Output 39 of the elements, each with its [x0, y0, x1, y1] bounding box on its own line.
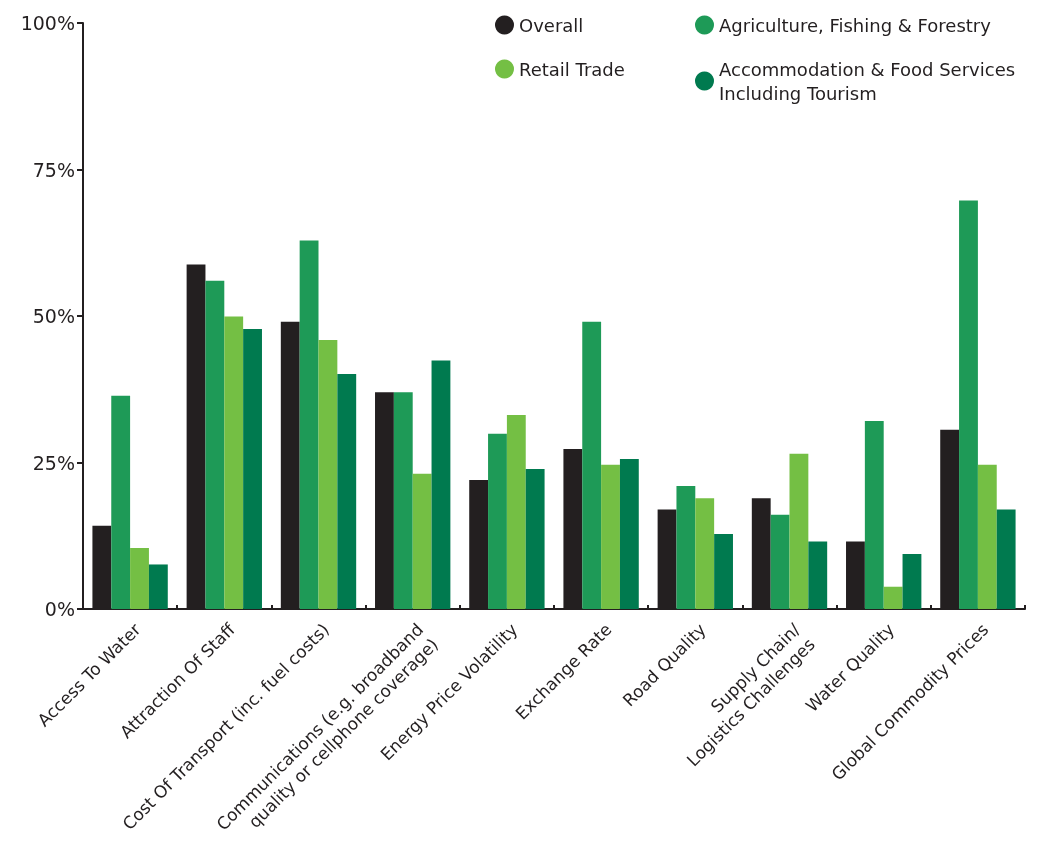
bar — [111, 395, 131, 609]
bar — [506, 415, 526, 609]
bar — [977, 464, 997, 609]
bar — [695, 498, 715, 609]
bar — [601, 464, 620, 609]
bar — [299, 240, 319, 609]
bar — [714, 533, 733, 609]
bar — [412, 473, 432, 609]
bar — [337, 374, 357, 609]
legend-label: Agriculture, Fishing & Forestry — [719, 14, 992, 36]
y-tick-label: 50% — [32, 305, 75, 327]
y-tick-label: 100% — [20, 12, 75, 34]
bar — [148, 564, 168, 609]
bar — [864, 420, 884, 609]
bar — [130, 548, 149, 609]
bar — [883, 586, 903, 609]
y-tick-label: 0% — [44, 598, 75, 620]
legend-label: Accommodation & Food Services Including Tourism — [719, 58, 1016, 104]
bar — [488, 433, 507, 609]
bar — [808, 541, 828, 609]
bar — [205, 280, 225, 609]
bar — [431, 360, 451, 609]
bar — [224, 316, 244, 609]
bar — [243, 328, 262, 609]
bar — [789, 453, 809, 609]
y-tick-label: 25% — [32, 451, 75, 474]
bar — [959, 200, 978, 609]
y-tick-label: 75% — [32, 158, 75, 181]
legend-label: Overall — [519, 14, 584, 36]
bar — [318, 340, 338, 609]
bar — [525, 468, 545, 609]
bar — [582, 321, 602, 609]
legend-label: Retail Trade — [519, 58, 625, 80]
bar — [902, 553, 922, 609]
bar — [996, 509, 1016, 609]
bar — [619, 458, 639, 609]
bar — [393, 392, 413, 609]
bar — [770, 514, 790, 609]
bar — [676, 485, 696, 609]
